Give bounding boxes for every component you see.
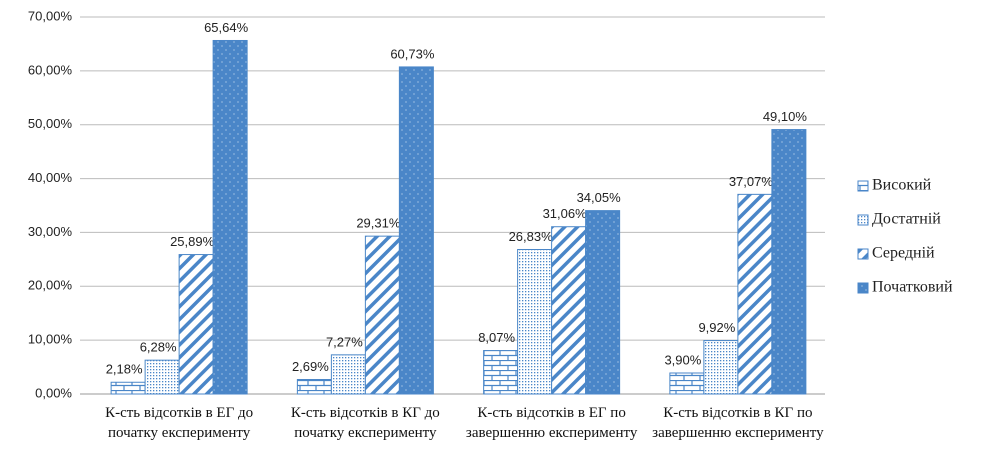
legend-swatch: [857, 180, 869, 192]
bar: [483, 350, 519, 395]
legend-swatch: [857, 282, 869, 294]
data-label: 49,10%: [763, 109, 808, 124]
y-tick-label: 30,00%: [28, 224, 73, 239]
legend-label: Високий: [872, 177, 932, 194]
data-label: 3,90%: [664, 352, 701, 367]
bar: [669, 372, 705, 395]
legend-label: Початковий: [872, 279, 953, 296]
data-label: 8,07%: [478, 330, 515, 345]
bar: [703, 340, 739, 395]
y-tick-label: 50,00%: [28, 116, 73, 131]
data-label: 2,69%: [292, 359, 329, 374]
data-label: 25,89%: [170, 234, 215, 249]
data-label: 7,27%: [326, 334, 363, 349]
bar: [551, 226, 587, 395]
data-label: 2,18%: [106, 362, 143, 377]
bar: [517, 249, 553, 395]
data-label: 31,06%: [543, 206, 588, 221]
y-tick-label: 20,00%: [28, 278, 73, 293]
data-label: 65,64%: [204, 20, 249, 35]
bar: [330, 354, 366, 395]
data-label: 37,07%: [729, 174, 774, 189]
bar: [144, 359, 180, 395]
bar: [771, 129, 807, 395]
data-label: 34,05%: [577, 190, 622, 205]
bar: [110, 381, 146, 395]
x-tick-label: К-сть відсотків в КГ до початку експерим…: [290, 405, 440, 441]
x-tick-label: К-сть відсотків в ЕГ по завершенню експе…: [465, 405, 638, 441]
y-tick-label: 40,00%: [28, 170, 73, 185]
bar: [398, 66, 434, 395]
bar: [296, 379, 332, 395]
data-label: 60,73%: [390, 46, 435, 61]
data-label: 9,92%: [698, 320, 735, 335]
bar: [737, 193, 773, 395]
bar: [585, 210, 621, 395]
data-label: 6,28%: [140, 340, 177, 355]
y-tick-label: 60,00%: [28, 62, 73, 77]
data-label: 26,83%: [509, 229, 554, 244]
legend-swatch: [857, 248, 869, 260]
legend-label: Достатній: [872, 211, 941, 228]
legend-swatch: [857, 214, 869, 226]
y-tick-label: 10,00%: [28, 332, 73, 347]
y-tick-label: 70,00%: [28, 8, 73, 23]
bar: [178, 254, 214, 395]
y-tick-label: 0,00%: [35, 385, 72, 400]
bar: [364, 235, 400, 395]
legend-label: Середній: [872, 245, 935, 262]
bar: [212, 39, 248, 395]
x-tick-label: К-сть відсотків в ЕГ до початку експерим…: [105, 405, 254, 441]
x-tick-label: К-сть відсотків в КГ по завершенню експе…: [652, 405, 824, 441]
data-label: 29,31%: [356, 216, 401, 231]
